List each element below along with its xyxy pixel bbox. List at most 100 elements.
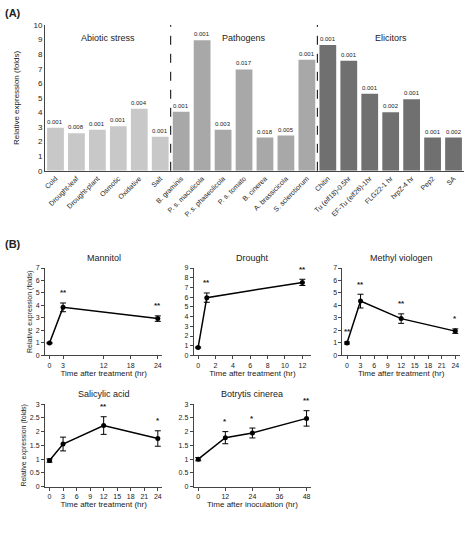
svg-text:6: 6 [248, 362, 252, 369]
svg-text:0: 0 [36, 483, 40, 490]
svg-text:*: * [453, 314, 457, 323]
svg-text:1: 1 [184, 342, 188, 349]
svg-text:0.001: 0.001 [320, 36, 336, 42]
svg-text:**: ** [203, 278, 210, 287]
svg-text:6: 6 [184, 294, 188, 301]
svg-text:12: 12 [397, 362, 405, 369]
svg-text:36: 36 [276, 493, 284, 500]
svg-text:Salicylic acid: Salicylic acid [78, 389, 130, 399]
svg-text:0: 0 [184, 483, 188, 490]
svg-text:12: 12 [100, 362, 108, 369]
svg-text:(A): (A) [5, 7, 21, 19]
svg-text:7: 7 [333, 264, 337, 271]
svg-text:12: 12 [100, 493, 108, 500]
svg-text:7: 7 [38, 65, 43, 74]
svg-text:0.001: 0.001 [110, 117, 126, 123]
svg-text:Mannitol: Mannitol [87, 253, 121, 263]
svg-text:6: 6 [38, 79, 43, 88]
svg-text:5: 5 [36, 289, 40, 296]
svg-text:Time after treatment (hr): Time after treatment (hr) [358, 369, 445, 378]
svg-text:Time after treatment (hr): Time after treatment (hr) [60, 500, 147, 509]
svg-text:Methyl viologen: Methyl viologen [370, 253, 433, 263]
svg-text:3: 3 [359, 362, 363, 369]
svg-text:8: 8 [184, 274, 188, 281]
svg-text:24: 24 [154, 362, 162, 369]
svg-text:5: 5 [333, 289, 337, 296]
svg-text:Osmotic: Osmotic [98, 175, 121, 198]
svg-text:4: 4 [36, 302, 40, 309]
svg-text:*: * [250, 414, 254, 423]
svg-text:FLG22-1 hr: FLG22-1 hr [364, 174, 395, 205]
svg-text:3: 3 [61, 493, 65, 500]
svg-text:B. graminis: B. graminis [155, 175, 186, 206]
svg-text:hrpZ-4 hr: hrpZ-4 hr [389, 174, 415, 200]
svg-text:12: 12 [298, 362, 306, 369]
svg-text:P. s. phaseolicola: P. s. phaseolicola [183, 175, 227, 219]
svg-text:SA: SA [445, 175, 457, 187]
svg-text:0.001: 0.001 [152, 128, 168, 134]
svg-text:2.5: 2.5 [30, 414, 40, 421]
svg-text:21: 21 [140, 493, 148, 500]
svg-text:A. brassicicola: A. brassicicola [252, 175, 289, 212]
svg-text:0.003: 0.003 [215, 121, 231, 127]
svg-text:**: ** [60, 288, 67, 297]
svg-text:2: 2 [184, 428, 188, 435]
svg-text:Pathogens: Pathogens [222, 33, 266, 43]
svg-text:**: ** [344, 327, 351, 336]
svg-text:3: 3 [36, 314, 40, 321]
svg-text:Pep2: Pep2 [419, 175, 436, 192]
svg-text:2: 2 [333, 327, 337, 334]
svg-text:P. s. maculicola: P. s. maculicola [166, 175, 205, 214]
svg-text:0: 0 [48, 362, 52, 369]
svg-text:Salt: Salt [150, 175, 164, 189]
svg-text:18: 18 [127, 493, 135, 500]
svg-text:Relative expression (folds): Relative expression (folds) [26, 270, 34, 352]
svg-text:**: ** [303, 396, 310, 405]
svg-text:**: ** [100, 402, 107, 411]
svg-text:21: 21 [438, 362, 446, 369]
svg-text:0.5: 0.5 [30, 469, 40, 476]
svg-text:1: 1 [36, 339, 40, 346]
svg-text:3: 3 [333, 314, 337, 321]
svg-text:3: 3 [38, 123, 43, 132]
svg-text:Drought-plant: Drought-plant [66, 175, 102, 211]
svg-text:Drought: Drought [236, 253, 269, 263]
svg-text:10: 10 [281, 362, 289, 369]
svg-text:2.5: 2.5 [179, 414, 189, 421]
svg-text:0: 0 [184, 352, 188, 359]
svg-text:15: 15 [411, 362, 419, 369]
svg-text:Cold: Cold [44, 175, 59, 190]
svg-text:**: ** [357, 280, 364, 289]
svg-text:Drought-leaf: Drought-leaf [47, 175, 80, 208]
svg-text:Tu (elf18)-0.5hr: Tu (elf18)-0.5hr [313, 174, 353, 214]
svg-text:9: 9 [386, 362, 390, 369]
svg-text:Abiotic stress: Abiotic stress [81, 33, 135, 43]
svg-text:0: 0 [345, 362, 349, 369]
svg-text:9: 9 [88, 493, 92, 500]
svg-text:24: 24 [154, 493, 162, 500]
svg-text:0.001: 0.001 [173, 103, 189, 109]
svg-text:0: 0 [333, 352, 337, 359]
svg-text:1.5: 1.5 [30, 442, 40, 449]
svg-text:**: ** [299, 265, 306, 274]
svg-text:9: 9 [184, 264, 188, 271]
svg-text:(B): (B) [5, 238, 21, 250]
svg-text:6: 6 [333, 277, 337, 284]
svg-text:48: 48 [303, 493, 311, 500]
svg-text:12: 12 [221, 493, 229, 500]
svg-text:0.005: 0.005 [278, 127, 294, 133]
svg-text:10: 10 [33, 21, 42, 30]
svg-text:Relative expression (folds): Relative expression (folds) [12, 50, 21, 145]
svg-text:0.017: 0.017 [236, 60, 252, 66]
svg-text:1: 1 [36, 456, 40, 463]
svg-text:1.5: 1.5 [179, 442, 189, 449]
svg-text:8: 8 [266, 362, 270, 369]
svg-text:2: 2 [184, 332, 188, 339]
svg-text:Time after treatment (hr): Time after treatment (hr) [209, 369, 296, 378]
svg-text:0.001: 0.001 [341, 52, 357, 58]
svg-text:Botrytis cinerea: Botrytis cinerea [221, 389, 283, 399]
svg-text:B. cinerea: B. cinerea [241, 175, 268, 202]
svg-text:0.001: 0.001 [362, 85, 378, 91]
svg-text:0.008: 0.008 [68, 124, 84, 130]
svg-text:0.001: 0.001 [404, 90, 420, 96]
